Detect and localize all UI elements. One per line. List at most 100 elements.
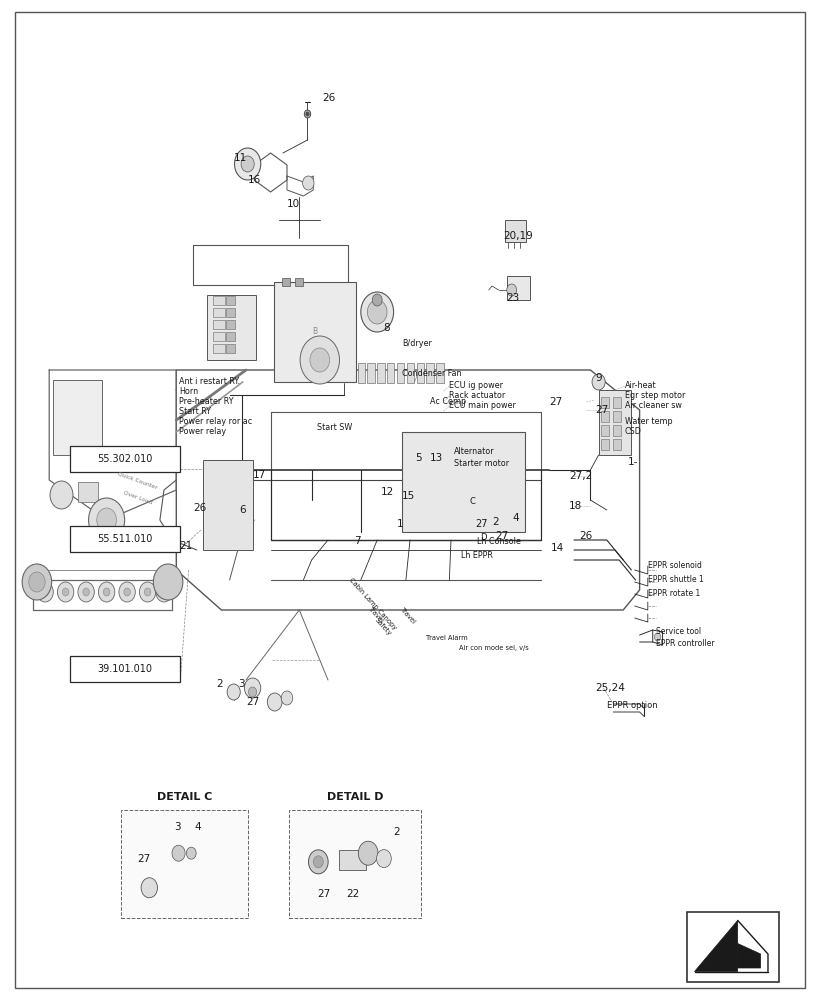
Text: Air con mode sel, v/s: Air con mode sel, v/s — [459, 645, 528, 651]
Text: Horn: Horn — [179, 387, 197, 396]
Text: Start RY: Start RY — [179, 408, 210, 416]
Text: 8: 8 — [383, 323, 390, 333]
Text: Condenser Fan: Condenser Fan — [401, 368, 461, 377]
Text: Air cleaner sw: Air cleaner sw — [624, 401, 681, 410]
Circle shape — [186, 847, 196, 859]
Text: 16: 16 — [247, 175, 260, 185]
Circle shape — [304, 110, 310, 118]
Circle shape — [37, 582, 53, 602]
Text: D: D — [479, 534, 486, 542]
Text: 27: 27 — [495, 531, 508, 541]
Text: EPPR option: EPPR option — [606, 702, 657, 710]
Circle shape — [144, 588, 151, 596]
Text: 6: 6 — [239, 505, 246, 515]
Text: 27: 27 — [475, 519, 487, 529]
Circle shape — [305, 112, 309, 116]
Circle shape — [22, 564, 52, 600]
Bar — [436, 363, 443, 383]
Text: 26: 26 — [322, 93, 335, 103]
Circle shape — [103, 588, 110, 596]
Circle shape — [281, 691, 292, 705]
Text: 11: 11 — [233, 153, 247, 163]
Text: Power relay ror ac: Power relay ror ac — [179, 418, 251, 426]
Text: 27: 27 — [595, 405, 608, 415]
Text: 27: 27 — [246, 697, 259, 707]
Text: 18: 18 — [568, 501, 581, 511]
Circle shape — [506, 284, 516, 296]
Circle shape — [372, 294, 382, 306]
Bar — [416, 363, 423, 383]
Circle shape — [241, 156, 254, 172]
Bar — [213, 296, 224, 305]
Bar — [401, 432, 524, 532]
Text: Cabin Lamp Canopy: Cabin Lamp Canopy — [347, 577, 396, 631]
Bar — [206, 295, 256, 360]
Circle shape — [360, 292, 393, 332]
Bar — [600, 425, 609, 436]
Bar — [226, 344, 234, 353]
Bar — [226, 320, 234, 329]
Text: Pre-heater RY: Pre-heater RY — [179, 397, 233, 406]
Circle shape — [172, 845, 185, 861]
Bar — [598, 390, 631, 455]
Text: 1-: 1- — [627, 457, 638, 467]
Text: 39.101.010: 39.101.010 — [97, 664, 152, 674]
Circle shape — [141, 878, 157, 898]
Text: 25,24: 25,24 — [595, 683, 624, 693]
Circle shape — [358, 841, 378, 865]
Bar — [686, 912, 778, 982]
Bar — [406, 363, 414, 383]
Text: 14: 14 — [550, 543, 563, 553]
Circle shape — [29, 572, 45, 592]
Text: 22: 22 — [346, 889, 359, 899]
Text: 27,2: 27,2 — [568, 471, 591, 481]
Bar — [612, 411, 620, 422]
Bar — [282, 278, 290, 286]
Circle shape — [139, 582, 156, 602]
Circle shape — [654, 633, 660, 641]
Bar — [396, 363, 404, 383]
Text: Lh Console: Lh Console — [477, 536, 521, 546]
Bar — [78, 482, 98, 502]
Text: C: C — [469, 497, 475, 506]
Text: 26: 26 — [193, 503, 206, 513]
Text: 5: 5 — [414, 453, 421, 463]
Bar — [339, 850, 365, 870]
Text: 3: 3 — [174, 822, 180, 832]
Text: Egr step motor: Egr step motor — [624, 391, 685, 400]
Circle shape — [153, 564, 183, 600]
Bar — [213, 344, 224, 353]
Text: 3: 3 — [238, 679, 244, 689]
Bar — [600, 397, 609, 408]
Text: EPPR controller: EPPR controller — [655, 640, 713, 648]
Circle shape — [376, 850, 391, 868]
Bar — [213, 332, 224, 341]
Text: Air-heat: Air-heat — [624, 381, 656, 390]
Circle shape — [62, 588, 69, 596]
Bar — [274, 282, 355, 382]
Text: 13: 13 — [429, 453, 442, 463]
Bar — [70, 446, 180, 472]
Bar — [426, 363, 433, 383]
Text: DETAIL D: DETAIL D — [327, 792, 382, 802]
Circle shape — [244, 678, 260, 698]
Text: Alternator: Alternator — [454, 448, 495, 456]
Text: 21: 21 — [179, 541, 192, 551]
Text: 2: 2 — [393, 827, 400, 837]
Bar — [506, 276, 529, 300]
Circle shape — [88, 498, 124, 542]
Circle shape — [161, 588, 167, 596]
Circle shape — [302, 176, 314, 190]
Text: 4: 4 — [194, 822, 201, 832]
Text: Quick Counter: Quick Counter — [117, 470, 158, 490]
Bar — [213, 308, 224, 317]
Bar — [53, 380, 102, 455]
Circle shape — [98, 582, 115, 602]
Text: 2: 2 — [216, 679, 223, 689]
Bar — [70, 656, 180, 682]
Circle shape — [300, 336, 339, 384]
Circle shape — [248, 687, 256, 697]
Text: ECU main power: ECU main power — [449, 401, 516, 410]
Bar — [367, 363, 374, 383]
Text: DETAIL C: DETAIL C — [157, 792, 212, 802]
